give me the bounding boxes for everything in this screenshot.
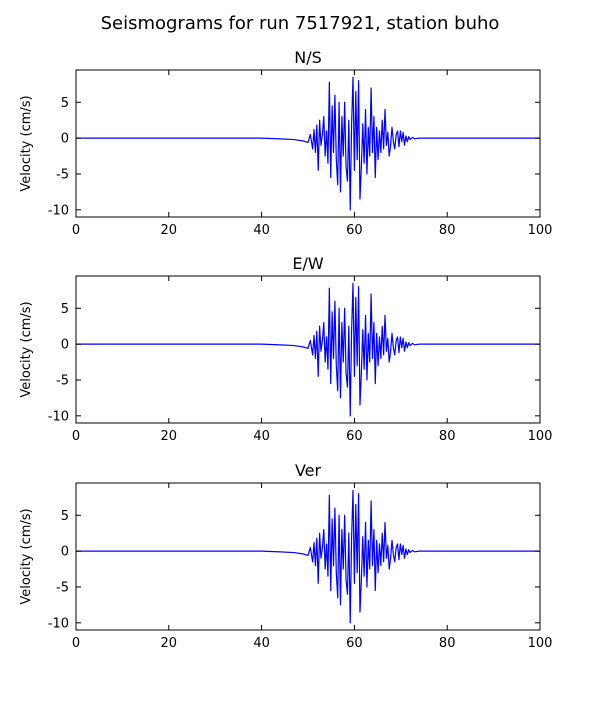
y-tick-label: 0: [61, 132, 69, 147]
x-tick-label: 40: [253, 636, 270, 651]
x-tick-label: 80: [439, 636, 456, 651]
series-line: [76, 282, 540, 417]
y-tick-label: 5: [61, 96, 69, 111]
series-line: [76, 489, 540, 624]
figure-title: Seismograms for run 7517921, station buh…: [101, 13, 500, 34]
x-tick-label: 0: [72, 636, 80, 651]
plot-frame: [75, 482, 541, 631]
x-tick-label: 60: [346, 223, 363, 238]
y-axis-label: Velocity (cm/s): [19, 508, 34, 604]
x-tick-label: 100: [528, 429, 553, 444]
x-tick-label: 0: [72, 429, 80, 444]
y-tick-label: 5: [61, 509, 69, 524]
y-tick-label: 0: [61, 545, 69, 560]
x-tick-label: 20: [161, 223, 178, 238]
y-tick-label: -5: [56, 167, 69, 182]
panel-3: Ver Velocity (cm/s) 0 20 40 60 80 100 -10 -5 0 5: [19, 461, 552, 651]
y-tick-label: 0: [61, 338, 69, 353]
x-tick-label: 60: [346, 636, 363, 651]
panel-2: E/W Velocity (cm/s) 0 20 40 60 80 100 -10 -5 0 5: [19, 254, 552, 444]
y-tick-label: -5: [56, 580, 69, 595]
x-tick-label: 80: [439, 429, 456, 444]
x-tick-label: 60: [346, 429, 363, 444]
x-tick-label: 20: [161, 636, 178, 651]
y-tick-label: -10: [48, 203, 69, 218]
x-tick-label: 40: [253, 429, 270, 444]
x-tick-label: 0: [72, 223, 80, 238]
y-tick-label: 5: [61, 302, 69, 317]
panel-title: E/W: [292, 254, 324, 273]
x-tick-label: 80: [439, 223, 456, 238]
y-axis-label: Velocity (cm/s): [19, 301, 34, 397]
plot-frame: [75, 69, 541, 218]
y-tick-label: -10: [48, 616, 69, 631]
x-tick-label: 100: [528, 223, 553, 238]
series-line: [76, 76, 540, 211]
panel-title: Ver: [295, 461, 322, 480]
y-tick-label: -10: [48, 409, 69, 424]
y-axis-label: Velocity (cm/s): [19, 95, 34, 191]
x-tick-label: 20: [161, 429, 178, 444]
y-tick-label: -5: [56, 373, 69, 388]
x-tick-label: 40: [253, 223, 270, 238]
panel-title: N/S: [294, 48, 322, 67]
x-tick-label: 100: [528, 636, 553, 651]
plot-frame: [75, 275, 541, 424]
panel-1: N/S Velocity (cm/s) 0 20 40 60 80 100 -10 -5 0 5: [19, 48, 552, 238]
